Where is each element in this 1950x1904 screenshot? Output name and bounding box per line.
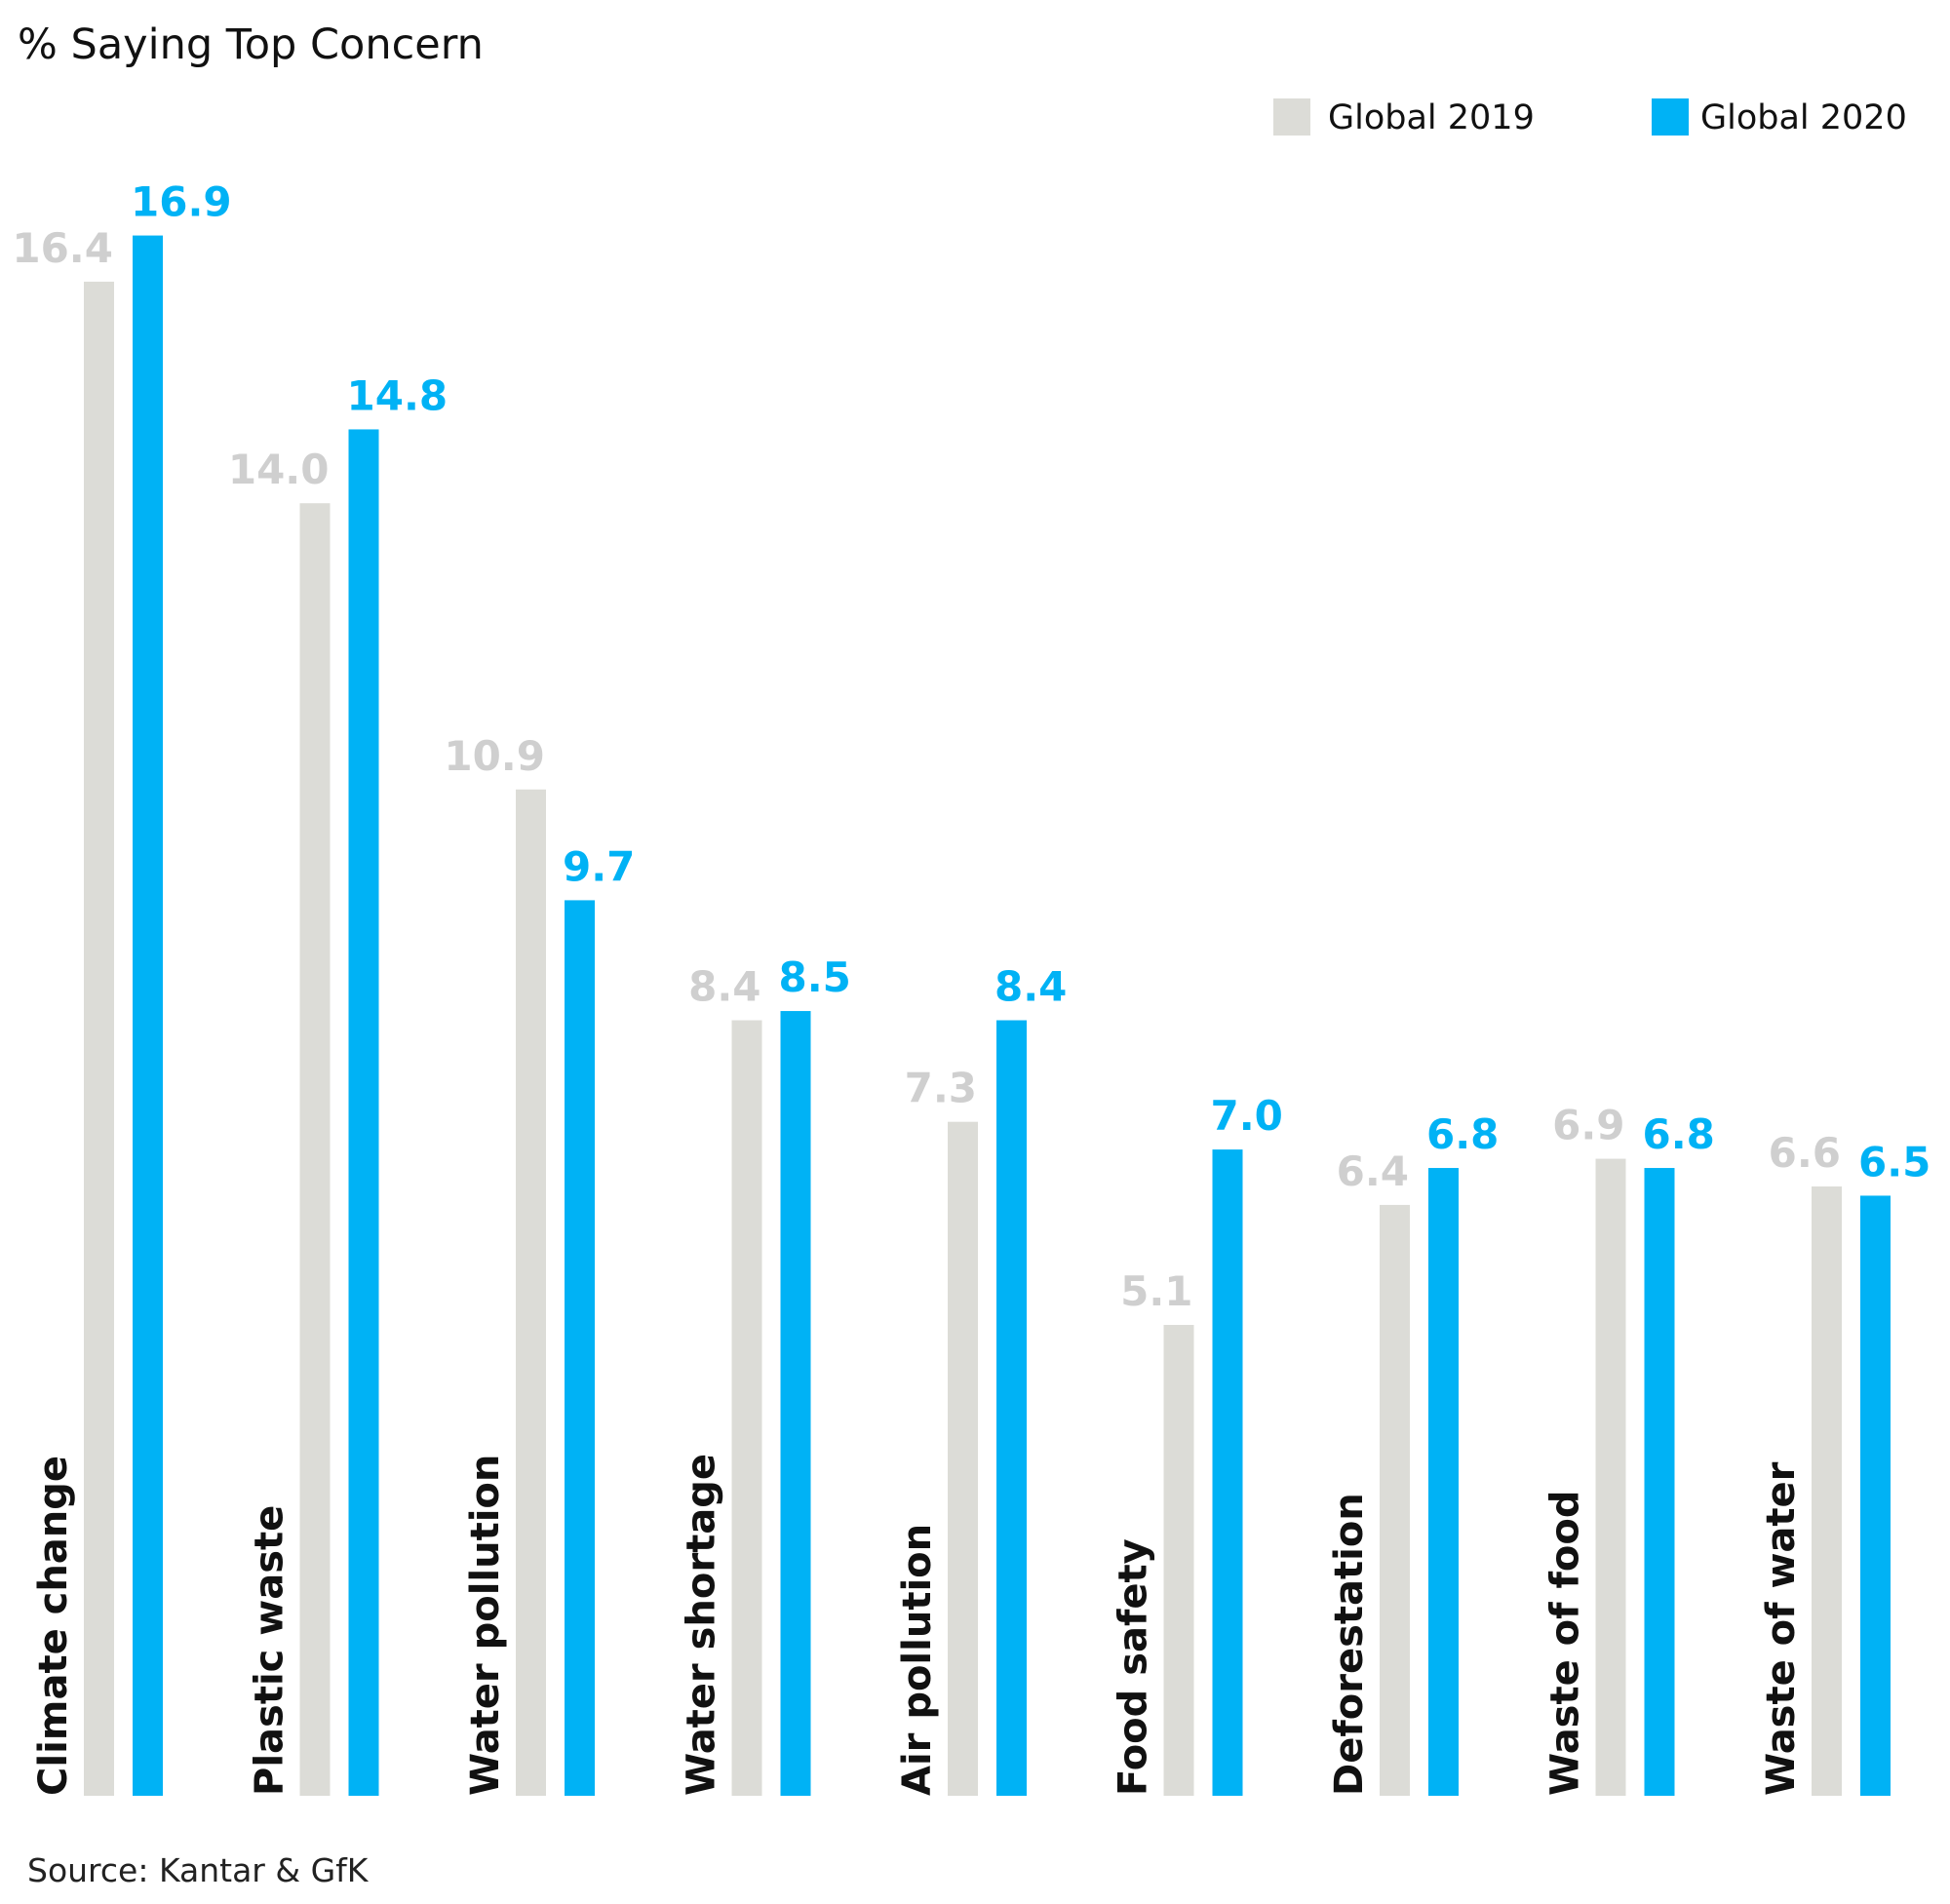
value-label-air-pollution-global-2019: 7.3	[905, 1065, 977, 1112]
category-label-plastic-waste: Plastic waste	[248, 1505, 292, 1796]
bar-deforestation-global-2020	[1428, 1168, 1459, 1796]
value-label-water-shortage-global-2020: 8.5	[779, 953, 851, 1001]
value-label-waste-of-food-global-2020: 6.8	[1643, 1110, 1715, 1158]
bar-water-pollution-global-2019	[516, 789, 546, 1796]
bar-plastic-waste-global-2020	[348, 429, 379, 1797]
value-label-plastic-waste-global-2019: 14.0	[228, 446, 330, 493]
bar-deforestation-global-2019	[1380, 1204, 1410, 1796]
value-label-deforestation-global-2019: 6.4	[1337, 1147, 1409, 1195]
bar-climate-change-global-2019	[84, 281, 114, 1796]
chart-title: % Saying Top Concern	[18, 20, 484, 69]
value-label-water-pollution-global-2020: 9.7	[563, 842, 635, 890]
bar-waste-of-food-global-2020	[1644, 1168, 1675, 1796]
value-label-food-safety-global-2020: 7.0	[1211, 1092, 1283, 1140]
bar-water-pollution-global-2020	[565, 900, 595, 1796]
value-label-deforestation-global-2020: 6.8	[1426, 1110, 1499, 1158]
bar-air-pollution-global-2019	[948, 1121, 978, 1796]
value-label-air-pollution-global-2020: 8.4	[994, 963, 1067, 1011]
bar-food-safety-global-2020	[1212, 1149, 1243, 1796]
bar-climate-change-global-2020	[133, 235, 163, 1796]
value-label-water-pollution-global-2019: 10.9	[444, 732, 545, 780]
value-label-food-safety-global-2019: 5.1	[1120, 1267, 1192, 1315]
source-note: Source: Kantar & GfK	[27, 1851, 370, 1889]
legend: Global 2019 Global 2020	[1273, 98, 1907, 137]
bar-food-safety-global-2019	[1163, 1325, 1194, 1796]
category-labels-group: Climate change Plastic waste Water polluti…	[31, 1454, 1804, 1796]
legend-label-global-2019: Global 2019	[1328, 98, 1535, 137]
bar-air-pollution-global-2020	[996, 1020, 1027, 1796]
bar-waste-of-food-global-2019	[1595, 1158, 1626, 1796]
bar-plastic-waste-global-2019	[299, 503, 331, 1797]
bars-group	[84, 235, 1891, 1797]
legend-swatch-global-2019	[1273, 98, 1310, 136]
category-label-deforestation: Deforestation	[1327, 1493, 1372, 1796]
bar-waste-of-water-global-2020	[1860, 1195, 1891, 1796]
category-label-water-pollution: Water pollution	[463, 1455, 508, 1796]
bar-water-shortage-global-2019	[731, 1020, 762, 1796]
category-label-climate-change: Climate change	[31, 1456, 76, 1796]
value-label-climate-change-global-2020: 16.9	[131, 178, 232, 226]
category-label-waste-of-water: Waste of water	[1759, 1461, 1804, 1796]
value-label-climate-change-global-2019: 16.4	[12, 224, 113, 272]
category-label-waste-of-food: Waste of food	[1543, 1491, 1588, 1796]
value-label-plastic-waste-global-2020: 14.8	[347, 371, 448, 419]
category-label-food-safety: Food safety	[1112, 1538, 1156, 1796]
value-labels-group: 16.4 16.9 14.0 14.8 10.9 9.7 8.4 8.5 7.3 8.4 5.1 7.…	[12, 178, 1930, 1315]
bar-waste-of-water-global-2019	[1812, 1185, 1842, 1796]
value-label-waste-of-food-global-2019: 6.9	[1552, 1102, 1624, 1149]
value-label-waste-of-water-global-2019: 6.6	[1769, 1129, 1841, 1177]
category-label-water-shortage: Water shortage	[680, 1454, 724, 1796]
legend-label-global-2020: Global 2020	[1700, 98, 1907, 137]
value-label-waste-of-water-global-2020: 6.5	[1858, 1138, 1930, 1185]
bar-water-shortage-global-2020	[780, 1011, 811, 1796]
category-label-air-pollution: Air pollution	[895, 1524, 940, 1796]
value-label-water-shortage-global-2019: 8.4	[688, 963, 760, 1011]
legend-swatch-global-2020	[1652, 98, 1689, 136]
